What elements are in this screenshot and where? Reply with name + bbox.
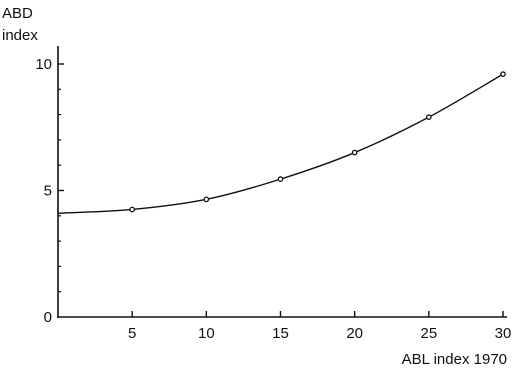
x-tick-label: 15: [272, 325, 289, 342]
x-tick-label: 5: [128, 325, 136, 342]
x-tick-label: 30: [495, 325, 512, 342]
x-tick-label: 10: [198, 325, 215, 342]
x-tick-label: 25: [420, 325, 437, 342]
ticks: [58, 63, 504, 317]
data-point: [203, 196, 210, 203]
axes: [57, 46, 507, 318]
y-axis-title-line-1: ABD: [2, 5, 33, 22]
data-point: [425, 114, 432, 120]
y-axis-title-line-2: index: [2, 27, 38, 44]
data-point: [129, 206, 136, 213]
x-axis-title: ABL index 1970: [402, 351, 507, 368]
tick-labels: 0 5 10 5 10 15 20 25 30: [35, 56, 511, 342]
y-tick-label: 5: [44, 183, 52, 200]
series-line: [57, 73, 504, 214]
data-point: [351, 149, 358, 156]
y-tick-label: 0: [44, 309, 52, 326]
x-tick-label: 20: [346, 325, 363, 342]
series-layer: [57, 71, 506, 214]
y-tick-label: 10: [35, 56, 52, 73]
data-point: [500, 71, 506, 77]
data-point: [277, 176, 284, 182]
